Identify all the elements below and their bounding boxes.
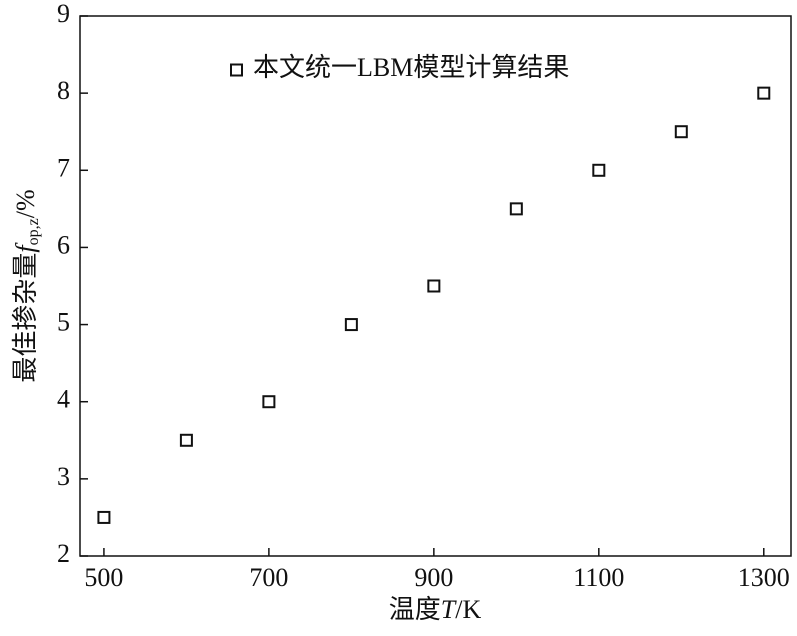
y-tick-label: 7 bbox=[57, 153, 70, 182]
data-point bbox=[179, 433, 193, 447]
data-point bbox=[757, 86, 771, 100]
y-tick-label: 8 bbox=[57, 76, 70, 105]
legend-marker bbox=[230, 63, 243, 77]
data-point bbox=[674, 125, 688, 139]
data-point bbox=[262, 395, 276, 409]
data-point bbox=[592, 163, 606, 177]
data-point bbox=[427, 279, 441, 293]
y-tick-label: 3 bbox=[57, 462, 70, 491]
x-tick-label: 500 bbox=[84, 563, 123, 592]
y-label-sub: op,z bbox=[25, 218, 42, 245]
plot-frame bbox=[79, 15, 792, 557]
x-label-text: 温度 bbox=[389, 595, 441, 624]
y-tick-label: 9 bbox=[57, 0, 70, 28]
data-point bbox=[97, 510, 111, 524]
y-label-var: f bbox=[11, 242, 40, 253]
y-tick-label: 4 bbox=[57, 385, 70, 414]
y-label-text: 最佳掺杂量 bbox=[11, 253, 40, 383]
x-axis-label: 温度T/K bbox=[389, 595, 482, 624]
legend-label: 本文统一LBM模型计算结果 bbox=[253, 53, 569, 82]
x-tick-label: 700 bbox=[249, 563, 288, 592]
data-point bbox=[509, 202, 523, 216]
x-label-var: T bbox=[441, 595, 457, 624]
data-point bbox=[344, 318, 358, 332]
x-tick-label: 1300 bbox=[738, 563, 790, 592]
x-label-unit: /K bbox=[455, 595, 481, 624]
y-tick-label: 5 bbox=[57, 308, 70, 337]
y-tick-label: 2 bbox=[57, 539, 70, 568]
y-tick-label: 6 bbox=[57, 230, 70, 259]
y-label-unit: /% bbox=[11, 189, 40, 218]
y-axis-label: 最佳掺杂量fop,z/% bbox=[11, 189, 42, 382]
x-tick-label: 1100 bbox=[573, 563, 624, 592]
x-tick-label: 900 bbox=[414, 563, 453, 592]
